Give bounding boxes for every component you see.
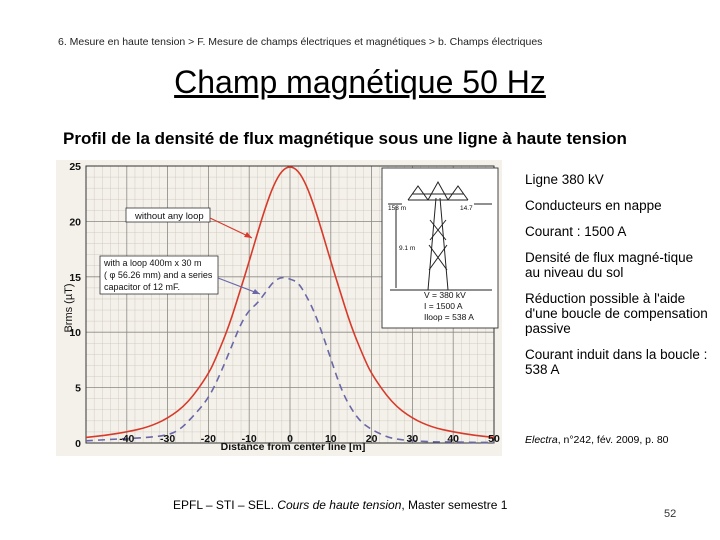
side-notes: Ligne 380 kV Conducteurs en nappe Couran… (525, 172, 710, 388)
annotation-box-no-loop (125, 207, 211, 223)
annotation-arrowhead-loop (252, 289, 260, 294)
tower-icon (388, 180, 492, 291)
side-note-current: Courant : 1500 A (525, 224, 627, 239)
annotation-arrowhead-no-loop (244, 232, 252, 238)
y-tick-label: 20 (69, 216, 81, 228)
flux-density-chart: 0 5 10 15 20 25 -40 -30 -20 -10 0 10 20 30 40 50 Brms (… (63, 161, 500, 453)
y-tick-label: 25 (69, 161, 81, 173)
x-tick-label: -20 (201, 433, 216, 445)
annotation-box-loop (99, 255, 219, 295)
y-tick-label: 5 (75, 383, 81, 395)
chart-series (85, 166, 495, 444)
tower-label-spacing: 14.7 (460, 205, 473, 212)
side-note-line: Ligne 380 kV (525, 172, 604, 187)
footer-course: Cours de haute tension (277, 498, 402, 512)
x-tick-label: -30 (160, 433, 175, 445)
annotation-loop-line-1: with a loop 400m x 30 m (103, 258, 202, 268)
tower-loop-current: Iloop = 538 A (424, 312, 474, 322)
x-tick-label: 10 (325, 433, 337, 445)
x-tick-label: 30 (407, 433, 419, 445)
tower-voltage: V = 380 kV (424, 290, 466, 300)
x-tick-label: 20 (366, 433, 378, 445)
page-number: 52 (664, 508, 677, 520)
chart-ticks: 0 5 10 15 20 25 -40 -30 -20 -10 0 10 20 30 40 50 (69, 161, 500, 450)
annotation-loop-line-3: capacitor of 12 mF. (104, 282, 180, 292)
x-tick-label: -10 (242, 433, 257, 445)
y-tick-label: 0 (75, 438, 81, 450)
tower-current: I = 1500 A (424, 301, 463, 311)
x-tick-label: -40 (119, 433, 134, 445)
annotation-arrow-loop (217, 277, 261, 295)
x-tick-label: 0 (287, 433, 293, 445)
annotation-loop-line-2: ( φ 56.26 mm) and a series (104, 270, 213, 280)
series-line-with-loop (85, 276, 494, 444)
series-line-without-loop (85, 166, 495, 439)
side-note-conductors: Conducteurs en nappe (525, 198, 662, 213)
chart-figure: 0 5 10 15 20 25 -40 -30 -20 -10 0 10 20 30 40 50 Brms (… (56, 160, 502, 456)
x-tick-label: 40 (447, 433, 459, 445)
side-note-reduction: Réduction possible à l'aide d'une boucle… (525, 291, 708, 336)
tower-label-height: 9.1 m (399, 245, 415, 252)
y-axis-label: Brms (µT) (63, 283, 75, 332)
footer: EPFL – STI – SEL. Cours de haute tension… (173, 498, 507, 512)
breadcrumb: 6. Mesure en haute tension > F. Mesure d… (58, 36, 543, 48)
citation-rest: , n°242, fév. 2009, p. 80 (557, 434, 669, 446)
annotation-no-loop: without any loop (134, 211, 204, 222)
y-tick-label: 10 (69, 327, 81, 339)
side-note-induced: Courant induit dans la boucle : 538 A (525, 347, 708, 377)
citation-journal: Electra (525, 434, 558, 446)
y-tick-label: 15 (69, 272, 81, 284)
citation: Electra, n°242, fév. 2009, p. 80 (525, 434, 669, 446)
tower-inset-frame (381, 167, 499, 329)
tower-label-span: 153 m (388, 205, 406, 212)
footer-suffix: , Master semestre 1 (401, 498, 508, 512)
x-axis-label: Distance from center line [m] (221, 441, 366, 453)
x-tick-label: 50 (488, 433, 500, 445)
side-note-density: Densité de flux magné-tique au niveau du… (525, 250, 694, 280)
page-subtitle: Profil de la densité de flux magnétique … (63, 129, 627, 148)
annotation-arrow-no-loop (209, 217, 253, 239)
footer-prefix: EPFL – STI – SEL. (173, 498, 278, 512)
tower-inset: 153 m 14.7 9.1 m V = 380 kV I = 1500 A I… (381, 167, 499, 329)
page-title: Champ magnétique 50 Hz (174, 64, 546, 100)
